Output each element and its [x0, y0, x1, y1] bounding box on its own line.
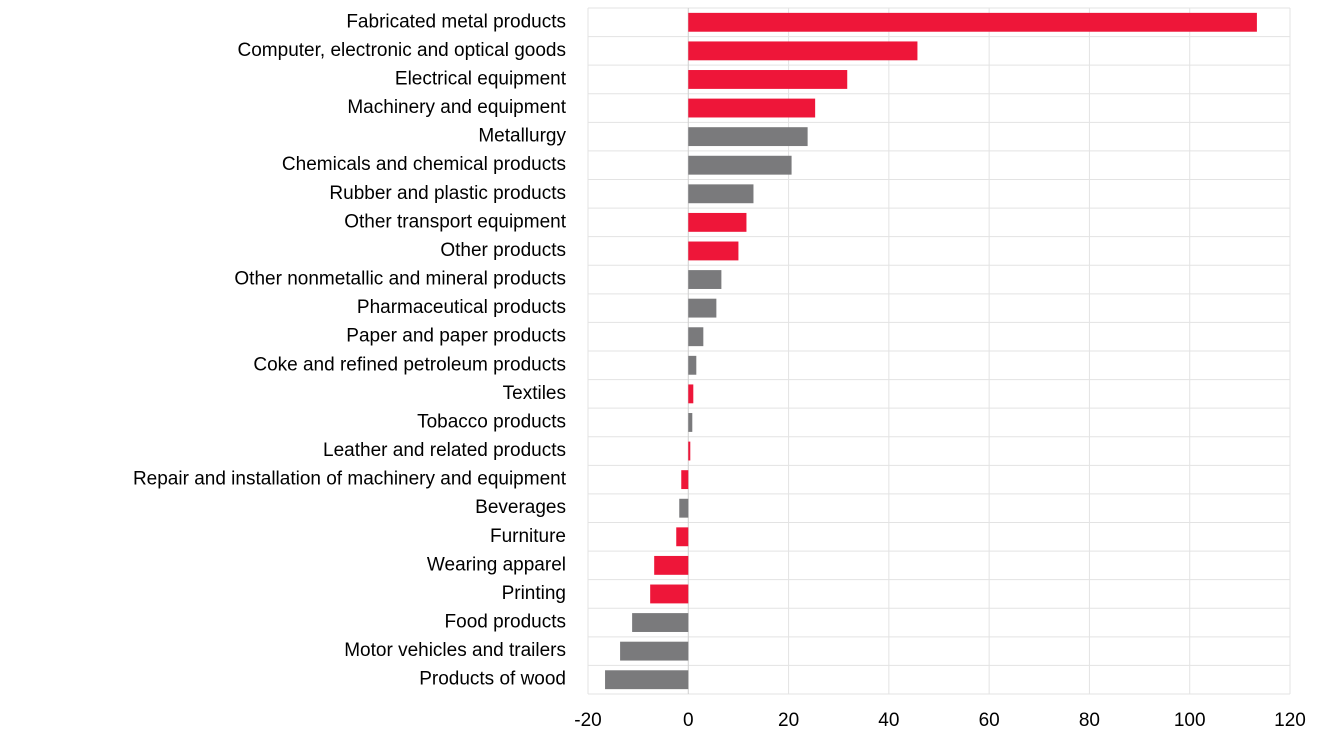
y-tick-label: Food products: [445, 612, 566, 633]
y-tick-label: Textiles: [503, 383, 566, 404]
x-tick-label: 20: [778, 710, 799, 731]
bar: [688, 98, 816, 118]
y-tick-label: Coke and refined petroleum products: [253, 354, 566, 375]
x-tick-label: 120: [1274, 710, 1306, 731]
y-tick-label: Other transport equipment: [344, 211, 567, 232]
bar: [688, 70, 848, 89]
y-tick-label: Electrical equipment: [395, 68, 567, 89]
bar: [688, 327, 704, 347]
bar: [676, 527, 689, 547]
y-tick-label: Products of wood: [419, 669, 566, 690]
bar: [688, 184, 754, 204]
bar: [688, 413, 693, 432]
bar: [688, 127, 808, 147]
x-tick-label: -20: [574, 710, 601, 731]
bar: [688, 155, 792, 175]
y-tick-label: Wearing apparel: [427, 554, 566, 575]
y-tick-label: Printing: [502, 583, 566, 604]
x-tick-label: 80: [1079, 710, 1100, 731]
bar: [605, 670, 689, 690]
y-tick-label: Chemicals and chemical products: [282, 154, 566, 175]
bar: [681, 470, 689, 490]
y-tick-label: Other nonmetallic and mineral products: [234, 269, 566, 290]
bar: [688, 298, 717, 318]
x-tick-label: 100: [1174, 710, 1206, 731]
x-tick-label: 40: [878, 710, 899, 731]
y-tick-label: Machinery and equipment: [347, 97, 566, 118]
y-tick-label: Beverages: [475, 497, 566, 518]
y-tick-label: Rubber and plastic products: [329, 183, 566, 204]
bar: [654, 555, 689, 575]
y-tick-label: Motor vehicles and trailers: [344, 640, 566, 661]
bar: [679, 498, 689, 518]
y-tick-label: Paper and paper products: [346, 326, 566, 347]
bar: [688, 441, 691, 461]
y-tick-label: Repair and installation of machinery and…: [133, 469, 567, 490]
y-tick-label: Other products: [440, 240, 566, 261]
y-tick-label: Computer, electronic and optical goods: [238, 40, 566, 61]
bar: [688, 270, 722, 289]
y-tick-label: Tobacco products: [417, 411, 566, 432]
bar: [688, 12, 1257, 32]
x-tick-label: 0: [683, 710, 694, 731]
bar: [688, 384, 694, 404]
bar: [620, 641, 689, 661]
y-tick-label: Metallurgy: [478, 126, 566, 147]
x-tick-label: 60: [979, 710, 1000, 731]
y-tick-label: Furniture: [490, 526, 566, 547]
bar: [688, 241, 739, 261]
y-tick-label: Leather and related products: [323, 440, 566, 461]
bar: [632, 613, 689, 632]
y-tick-label: Pharmaceutical products: [357, 297, 566, 318]
bar: [688, 355, 697, 375]
y-tick-label: Fabricated metal products: [346, 11, 566, 32]
bar: [650, 584, 689, 604]
bar: [688, 41, 918, 61]
bar: [688, 212, 747, 232]
